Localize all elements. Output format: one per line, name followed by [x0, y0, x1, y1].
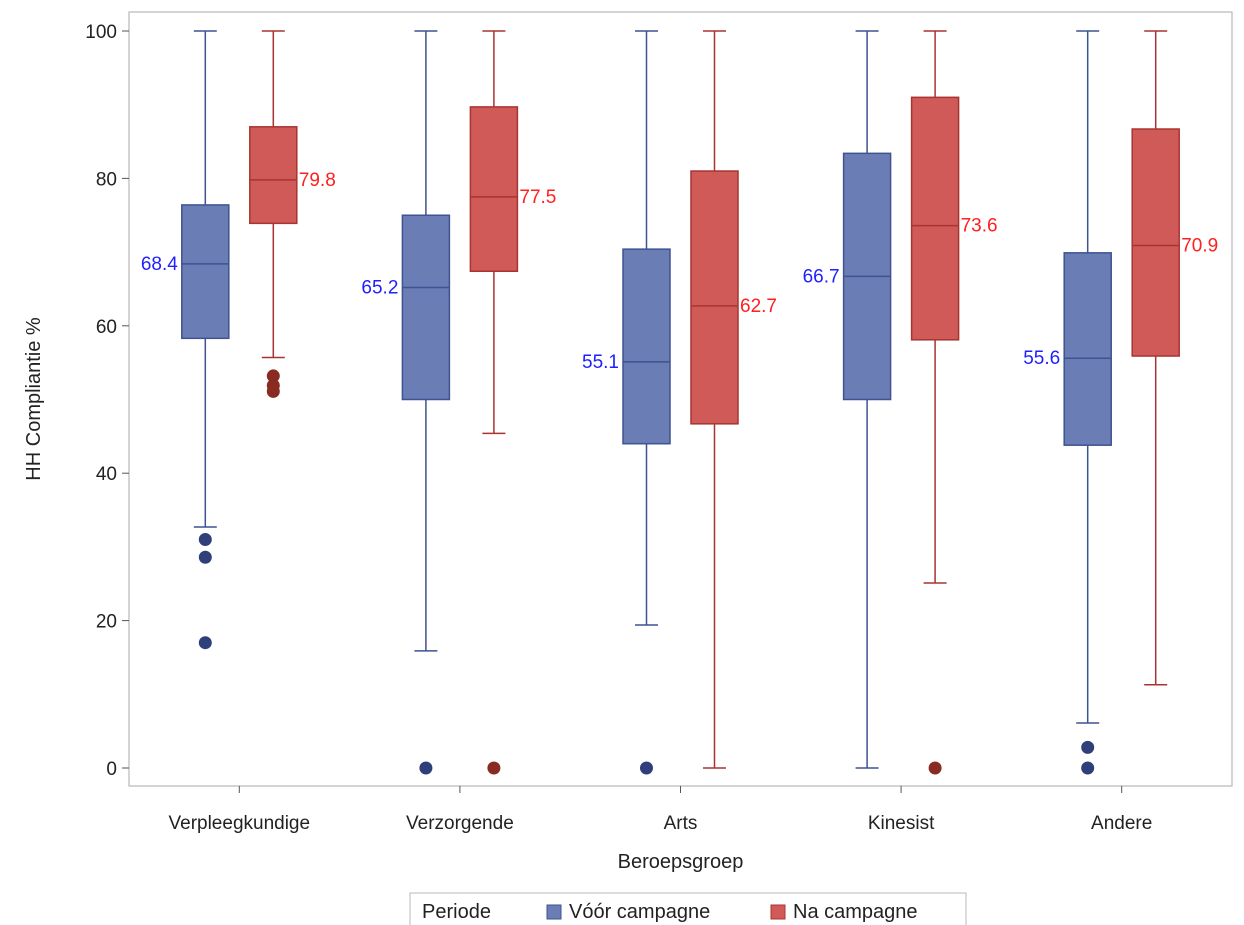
box-iqr	[401, 214, 451, 401]
outlier-point	[198, 550, 212, 564]
x-tick-label: Arts	[664, 813, 698, 834]
y-axis-title: HH Compliantie %	[23, 317, 45, 481]
median-label: 55.6	[1023, 348, 1060, 369]
outlier-point	[198, 533, 212, 547]
y-tick-label: 20	[96, 612, 117, 633]
legend-title: Periode	[422, 901, 491, 923]
outlier-point	[928, 761, 942, 775]
y-tick-label: 0	[106, 759, 117, 780]
median-label: 62.7	[740, 296, 777, 317]
median-label: 68.4	[141, 254, 178, 275]
outlier-point	[640, 761, 653, 775]
outlier-point	[1081, 740, 1095, 754]
legend: Periode Vóór campagne Na campagne	[409, 892, 967, 925]
box-0-4: 55.6	[1023, 30, 1112, 775]
x-tick-label: Andere	[1091, 813, 1152, 834]
box-iqr	[910, 96, 960, 341]
outlier-point	[266, 384, 280, 398]
median-label: 65.2	[361, 277, 398, 298]
box-iqr	[181, 204, 230, 340]
box-iqr	[690, 170, 739, 425]
box-iqr	[1063, 252, 1112, 446]
plot-area: 68.4 65.2 55.1 66.7 55.6 79.8 77.5 62.7 73.6 70.9	[141, 30, 1218, 775]
x-axis-title: Beroepsgroep	[618, 851, 744, 873]
box-0-0: 68.4	[141, 30, 230, 650]
x-tick-label: Verpleegkundige	[169, 813, 311, 834]
median-label: 73.6	[961, 216, 998, 237]
box-1-4: 70.9	[1131, 30, 1218, 686]
box-iqr	[622, 248, 671, 445]
axes: 0 20 40 60 80 100 HH Compliantie % Verpleegkund…	[23, 11, 1233, 873]
median-label: 77.5	[519, 187, 556, 208]
box-iqr	[249, 126, 298, 225]
x-tick-label: Verzorgende	[406, 813, 514, 834]
x-tick-label: Kinesist	[868, 813, 935, 834]
box-iqr	[1131, 128, 1180, 357]
y-tick-label: 40	[96, 464, 117, 485]
outlier-point	[1081, 761, 1095, 775]
box-0-3: 66.7	[803, 30, 892, 769]
box-0-2: 55.1	[582, 30, 671, 775]
box-0-1: 65.2	[361, 30, 451, 775]
legend-label: Vóór campagne	[569, 901, 710, 923]
median-label: 55.1	[582, 352, 619, 373]
y-tick-label: 60	[96, 317, 117, 338]
legend-label: Na campagne	[793, 901, 918, 923]
y-tick-label: 80	[96, 169, 117, 190]
median-label: 79.8	[299, 170, 336, 191]
box-iqr	[469, 106, 519, 273]
median-label: 66.7	[803, 266, 840, 287]
box-1-3: 73.6	[910, 30, 998, 775]
y-tick-label: 100	[85, 22, 117, 43]
outlier-point	[419, 761, 433, 775]
outlier-point	[487, 761, 501, 775]
box-1-2: 62.7	[690, 30, 777, 769]
outlier-point	[198, 636, 212, 650]
box-1-1: 77.5	[469, 30, 556, 775]
box-1-0: 79.8	[249, 30, 336, 398]
legend-swatch	[546, 904, 562, 920]
legend-frame	[409, 892, 967, 925]
legend-swatch	[770, 904, 786, 920]
median-label: 70.9	[1181, 235, 1218, 256]
